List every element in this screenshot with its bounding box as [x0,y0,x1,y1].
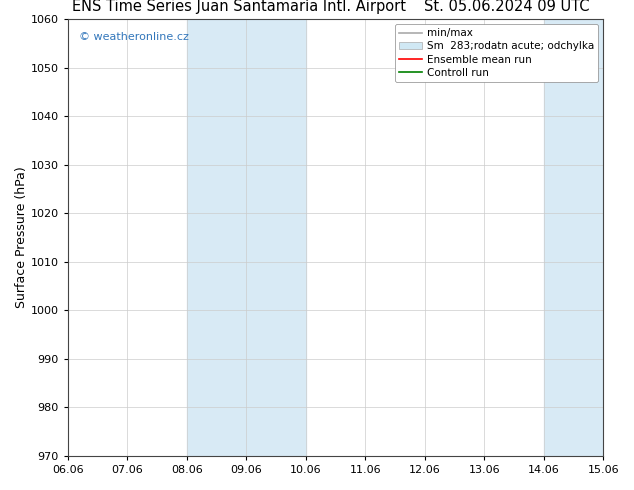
Bar [187,19,306,456]
Text: © weatheronline.cz: © weatheronline.cz [79,32,188,42]
Bar [544,19,603,456]
Legend: min/max, Sm  283;rodatn acute; odchylka, Ensemble mean run, Controll run: min/max, Sm 283;rodatn acute; odchylka, … [396,24,598,82]
Y-axis label: Surface Pressure (hPa): Surface Pressure (hPa) [15,167,28,308]
Text: ENS Time Series Juan Santamaría Intl. Airport: ENS Time Series Juan Santamaría Intl. Ai… [72,0,406,14]
Title: ENS Time Series Juan Santamaría Intl. Airport          St. 05.06.2024 09 UTC: ENS Time Series Juan Santamaría Intl. Ai… [0,489,1,490]
Text: St. 05.06.2024 09 UTC: St. 05.06.2024 09 UTC [424,0,590,14]
